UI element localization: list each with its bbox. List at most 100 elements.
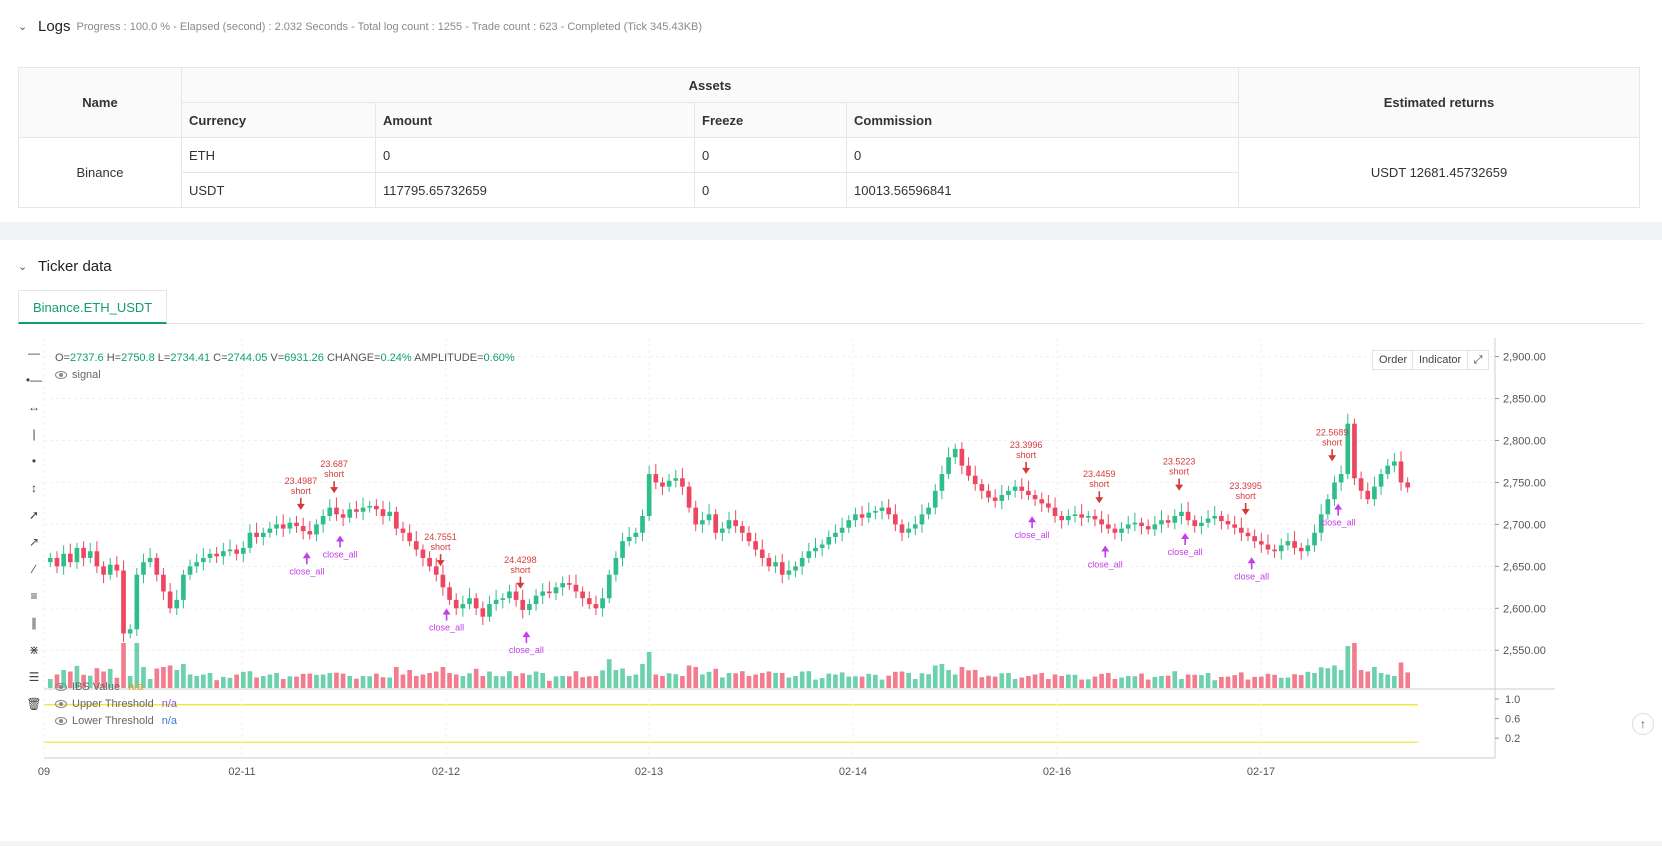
- chart-area[interactable]: 2,900.00 2,850.00 2,800.00 2,750.00 2,700.00…: [18, 338, 1662, 841]
- trash-icon[interactable]: 🗑: [26, 697, 42, 711]
- candle-body: [999, 495, 1005, 501]
- legend-signal[interactable]: signal: [55, 369, 101, 381]
- vertical-line-icon[interactable]: |: [32, 427, 36, 441]
- ray-line-icon[interactable]: ↗: [28, 535, 40, 549]
- candle-body: [1265, 544, 1271, 550]
- volume-bar: [700, 674, 705, 688]
- volume-bar: [1338, 670, 1344, 688]
- volume-bar: [1378, 673, 1384, 688]
- volume-bar: [1092, 676, 1098, 688]
- order-button[interactable]: Order: [1372, 350, 1415, 370]
- candlestick-chart[interactable]: 2,900.00 2,850.00 2,800.00 2,750.00 2,700.00…: [18, 338, 1662, 841]
- short-arrow-icon: [1175, 478, 1184, 491]
- candle-body: [1019, 486, 1025, 491]
- ruler-icon[interactable]: ☰: [28, 670, 40, 684]
- close-all-label: close_all: [1234, 571, 1269, 581]
- candle-body: [926, 507, 931, 515]
- volume-bar: [374, 673, 379, 688]
- segment-icon[interactable]: ∕: [32, 562, 35, 576]
- vertical-ray-icon[interactable]: •: [31, 454, 37, 468]
- time-tick-label: 02-12: [432, 766, 460, 778]
- fullscreen-icon[interactable]: ⤢: [1467, 350, 1489, 370]
- eye-icon[interactable]: [55, 371, 67, 379]
- ticker-header[interactable]: ⌄ Ticker data: [18, 258, 112, 275]
- scroll-top-button[interactable]: ↑: [1632, 713, 1654, 735]
- candle-body: [626, 536, 632, 542]
- candle-body: [420, 549, 426, 558]
- candle-body: [520, 599, 526, 610]
- candle-body: [1285, 541, 1291, 546]
- volume-bar: [986, 675, 991, 688]
- horizontal-ray-icon[interactable]: •—: [25, 373, 43, 387]
- volume-bar: [61, 670, 66, 688]
- candle-body: [367, 505, 373, 508]
- volume-bar: [420, 674, 426, 688]
- volume-bar: [1312, 673, 1317, 688]
- volume-bar: [367, 676, 373, 688]
- legend-ibs[interactable]: IBS Value n/a: [55, 681, 143, 693]
- volume-bar: [653, 674, 659, 688]
- volume-bar: [813, 679, 818, 688]
- low-value: 2734.41: [170, 352, 211, 364]
- volume-bar: [992, 676, 998, 688]
- eye-icon[interactable]: [55, 717, 67, 725]
- volume-bar: [1352, 643, 1357, 688]
- horizontal-line-icon[interactable]: —: [28, 346, 40, 360]
- candle-body: [1352, 423, 1357, 479]
- volume-bar: [280, 679, 286, 688]
- vertical-segment-icon[interactable]: ↕: [31, 481, 37, 495]
- volume-bar: [1298, 675, 1304, 688]
- volume-bar: [154, 668, 160, 688]
- volume-bar: [926, 674, 931, 688]
- eye-icon[interactable]: [55, 700, 67, 708]
- logs-header[interactable]: ⌄ Logs Progress : 100.0 % - Elapsed (sec…: [18, 18, 702, 35]
- volume-bar: [1066, 674, 1071, 688]
- volume-bar: [314, 674, 319, 688]
- volume-bar: [1052, 674, 1058, 688]
- close-all-label: close_all: [509, 645, 544, 655]
- volume-bar: [1139, 673, 1144, 688]
- volume-bar: [161, 667, 166, 688]
- commission-cell: 0: [846, 137, 1239, 173]
- volume-bar: [1145, 679, 1151, 688]
- volume-bar: [1039, 673, 1045, 688]
- volume-bar: [726, 673, 732, 688]
- volume-bar: [48, 679, 53, 688]
- candle-body: [1185, 511, 1191, 521]
- candle-body: [1006, 490, 1011, 496]
- volume-bar: [560, 676, 565, 688]
- candle-body: [300, 526, 306, 532]
- candle-body: [992, 497, 998, 501]
- candle-body: [1012, 486, 1018, 491]
- candle-body: [1032, 495, 1038, 500]
- candle-body: [201, 557, 206, 563]
- tab-eth-usdt[interactable]: Binance.ETH_USDT: [18, 290, 168, 324]
- candle-body: [1145, 526, 1151, 530]
- chevron-down-icon[interactable]: ⌄: [18, 21, 28, 33]
- legend-lower[interactable]: Lower Threshold n/a: [55, 715, 177, 727]
- volume-bar: [127, 676, 133, 688]
- volume-bar: [952, 674, 958, 688]
- chevron-down-icon[interactable]: ⌄: [18, 261, 28, 273]
- candle-body: [746, 532, 752, 542]
- volume-bar: [473, 668, 479, 688]
- fibonacci-icon[interactable]: ⋇: [28, 643, 40, 657]
- volume-bar: [593, 676, 599, 688]
- candle-body: [134, 574, 140, 630]
- horizontal-segment-icon[interactable]: ↔: [28, 400, 40, 414]
- time-tick-label: 02-17: [1247, 766, 1275, 778]
- volume-bar: [853, 676, 858, 688]
- short-arrow-icon: [296, 497, 305, 510]
- indicator-button[interactable]: Indicator: [1412, 350, 1469, 370]
- candle-body: [833, 532, 838, 537]
- parallel-channel-icon[interactable]: ∥: [31, 616, 37, 630]
- candle-body: [593, 604, 599, 609]
- eye-icon[interactable]: [55, 683, 67, 691]
- candle-body: [600, 598, 605, 609]
- volume-bar: [786, 677, 792, 688]
- volume-bar: [1392, 676, 1397, 688]
- price-line-icon[interactable]: ≡: [30, 589, 38, 603]
- candle-body: [1092, 516, 1098, 520]
- legend-upper[interactable]: Upper Threshold n/a: [55, 698, 177, 710]
- trend-line-icon[interactable]: ➚: [28, 508, 40, 522]
